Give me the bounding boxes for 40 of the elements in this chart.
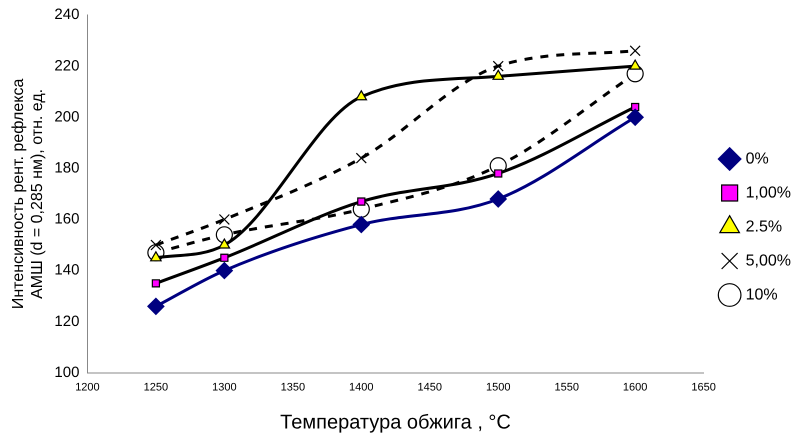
legend-label: 2.5% — [746, 218, 782, 236]
x-tick-label: 1250 — [144, 381, 168, 394]
point — [629, 60, 641, 70]
legend-label: 10% — [746, 286, 778, 304]
x-tick-label: 1400 — [349, 381, 374, 394]
point — [357, 197, 366, 206]
x-tick-label: 1500 — [486, 381, 510, 394]
y-tick-label: 140 — [54, 262, 80, 279]
y-axis-title: Интенсивность рент. рефлекса АМШ (d = 0,285 нм), отн. ед. — [10, 78, 46, 310]
legend-label: 0% — [746, 150, 769, 168]
y-tick-label: 220 — [54, 57, 80, 74]
y-tick-label: 160 — [54, 210, 80, 228]
point — [494, 169, 502, 178]
point — [626, 108, 644, 126]
point — [216, 262, 233, 280]
point — [152, 279, 160, 288]
point — [216, 226, 233, 244]
point — [631, 102, 640, 112]
y-tick-label: 240 — [54, 6, 80, 24]
point — [218, 238, 230, 249]
point — [492, 70, 504, 80]
x-tick-label: 1650 — [691, 381, 716, 394]
x-axis-title: Температура обжига , °C — [280, 412, 511, 434]
x-tick-label: 1350 — [280, 381, 306, 394]
x-tick-label: 1550 — [554, 381, 579, 394]
point — [220, 254, 228, 262]
y-tick-label: 200 — [54, 108, 80, 126]
x-tick-label: 1200 — [75, 381, 100, 394]
x-tick-label: 1600 — [622, 381, 648, 394]
x-tick-label: 1450 — [418, 381, 442, 394]
point — [356, 90, 368, 100]
point — [352, 216, 370, 234]
y-tick-label: 100 — [54, 364, 80, 381]
point — [147, 298, 164, 315]
y-tick-label: 180 — [54, 159, 80, 176]
x-tick-label: 1300 — [212, 381, 237, 394]
legend-label: 1,00% — [746, 184, 792, 202]
point — [490, 190, 507, 208]
legend-label: 5,00% — [746, 252, 792, 270]
y-tick-label: 120 — [54, 312, 80, 330]
